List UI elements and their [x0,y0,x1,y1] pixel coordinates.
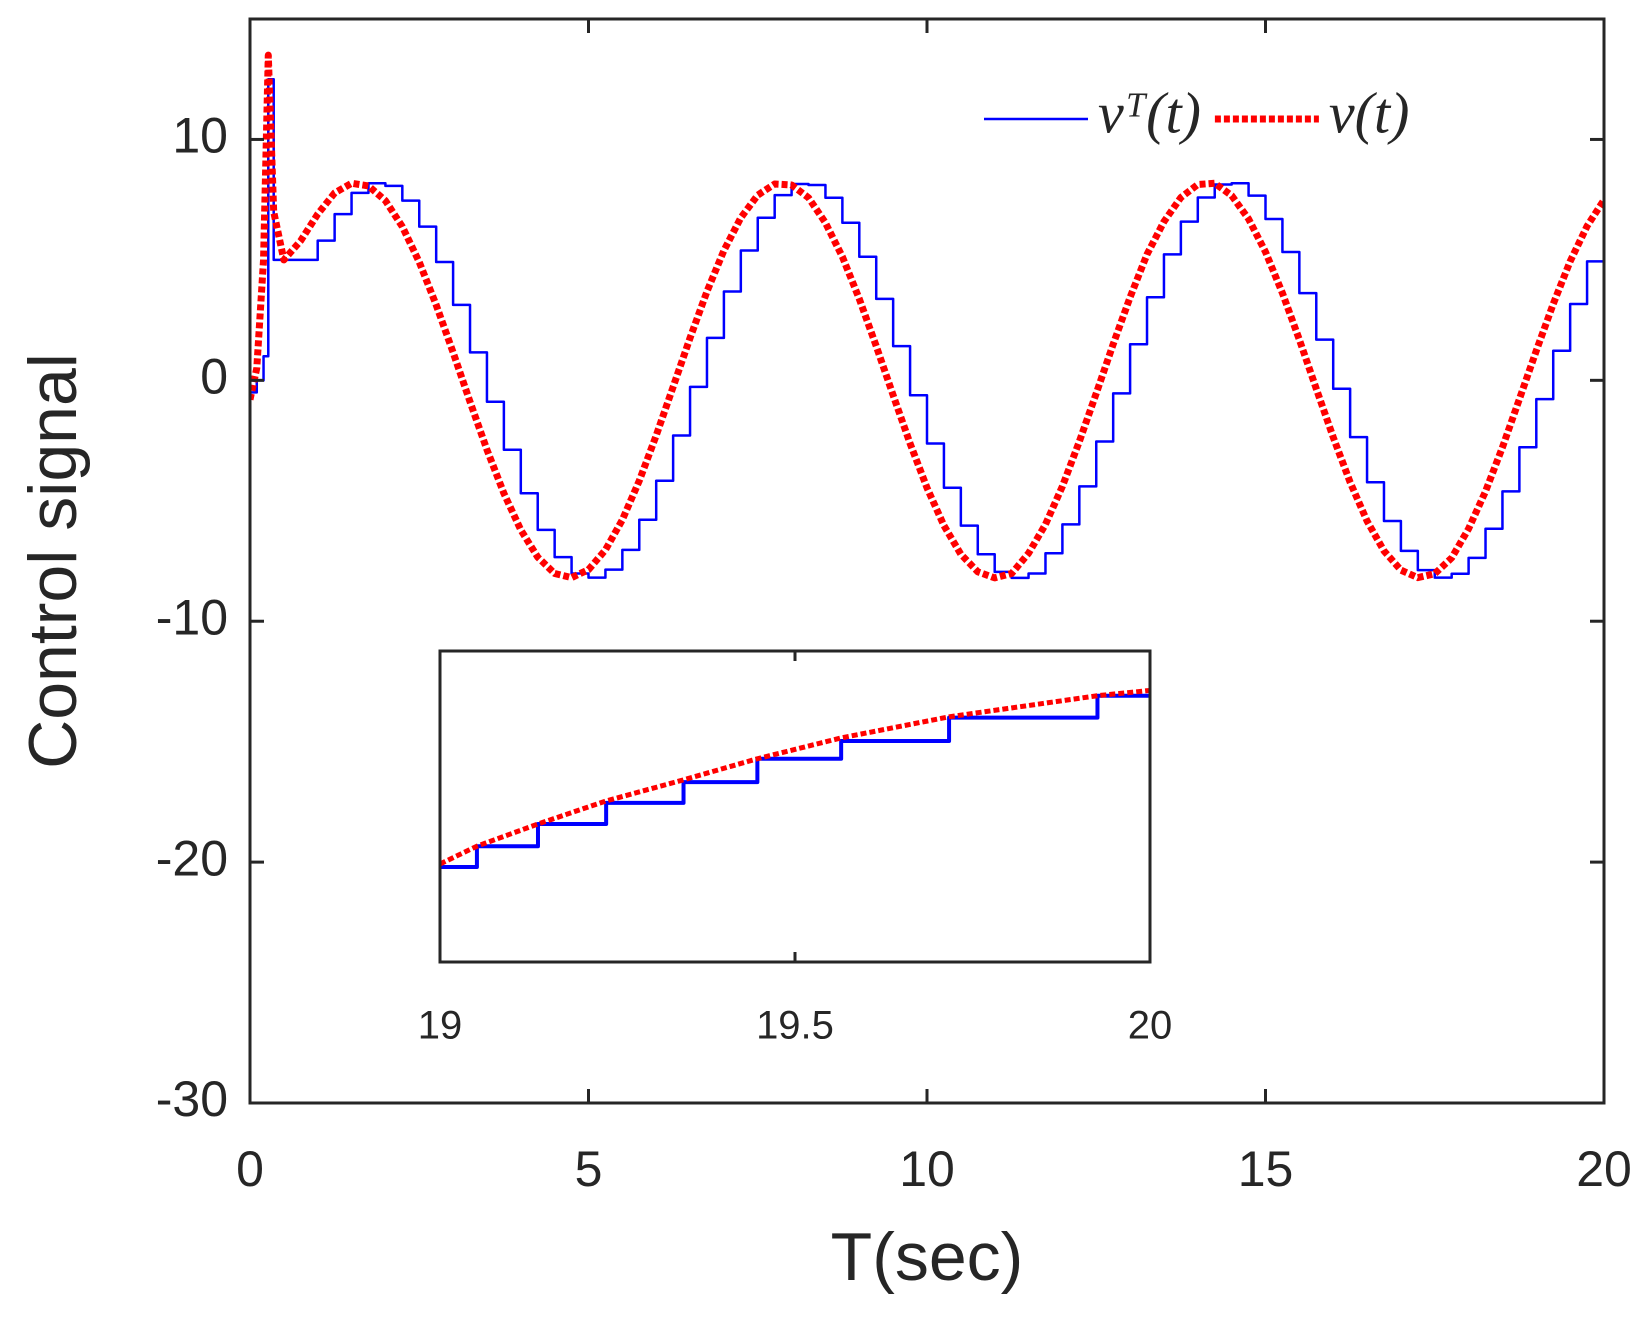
legend-label: vᵀ(t) [1098,80,1201,145]
x-axis-label: T(sec) [831,1219,1024,1295]
x-tick-label: 20 [1128,1004,1173,1048]
y-tick-label: 10 [172,108,228,164]
x-tick-label: 19 [418,1004,463,1048]
y-tick-label: 0 [200,349,228,405]
x-tick-label: 19.5 [756,1004,834,1048]
x-tick-label: 20 [1576,1141,1632,1197]
series-line [440,687,1150,867]
x-tick-label: 10 [899,1141,955,1197]
legend-label: v(t) [1329,80,1410,145]
series-line [250,51,1604,582]
x-tick-label: 0 [236,1141,264,1197]
x-tick-label: 5 [575,1141,603,1197]
series-line [250,77,1604,580]
series-line [440,693,1150,870]
y-axis-label: Control signal [15,353,91,769]
y-tick-label: -20 [156,830,228,886]
plot-area [440,651,1150,962]
y-tick-label: -30 [156,1071,228,1127]
x-tick-label: 15 [1238,1141,1294,1197]
y-tick-label: -10 [156,589,228,645]
